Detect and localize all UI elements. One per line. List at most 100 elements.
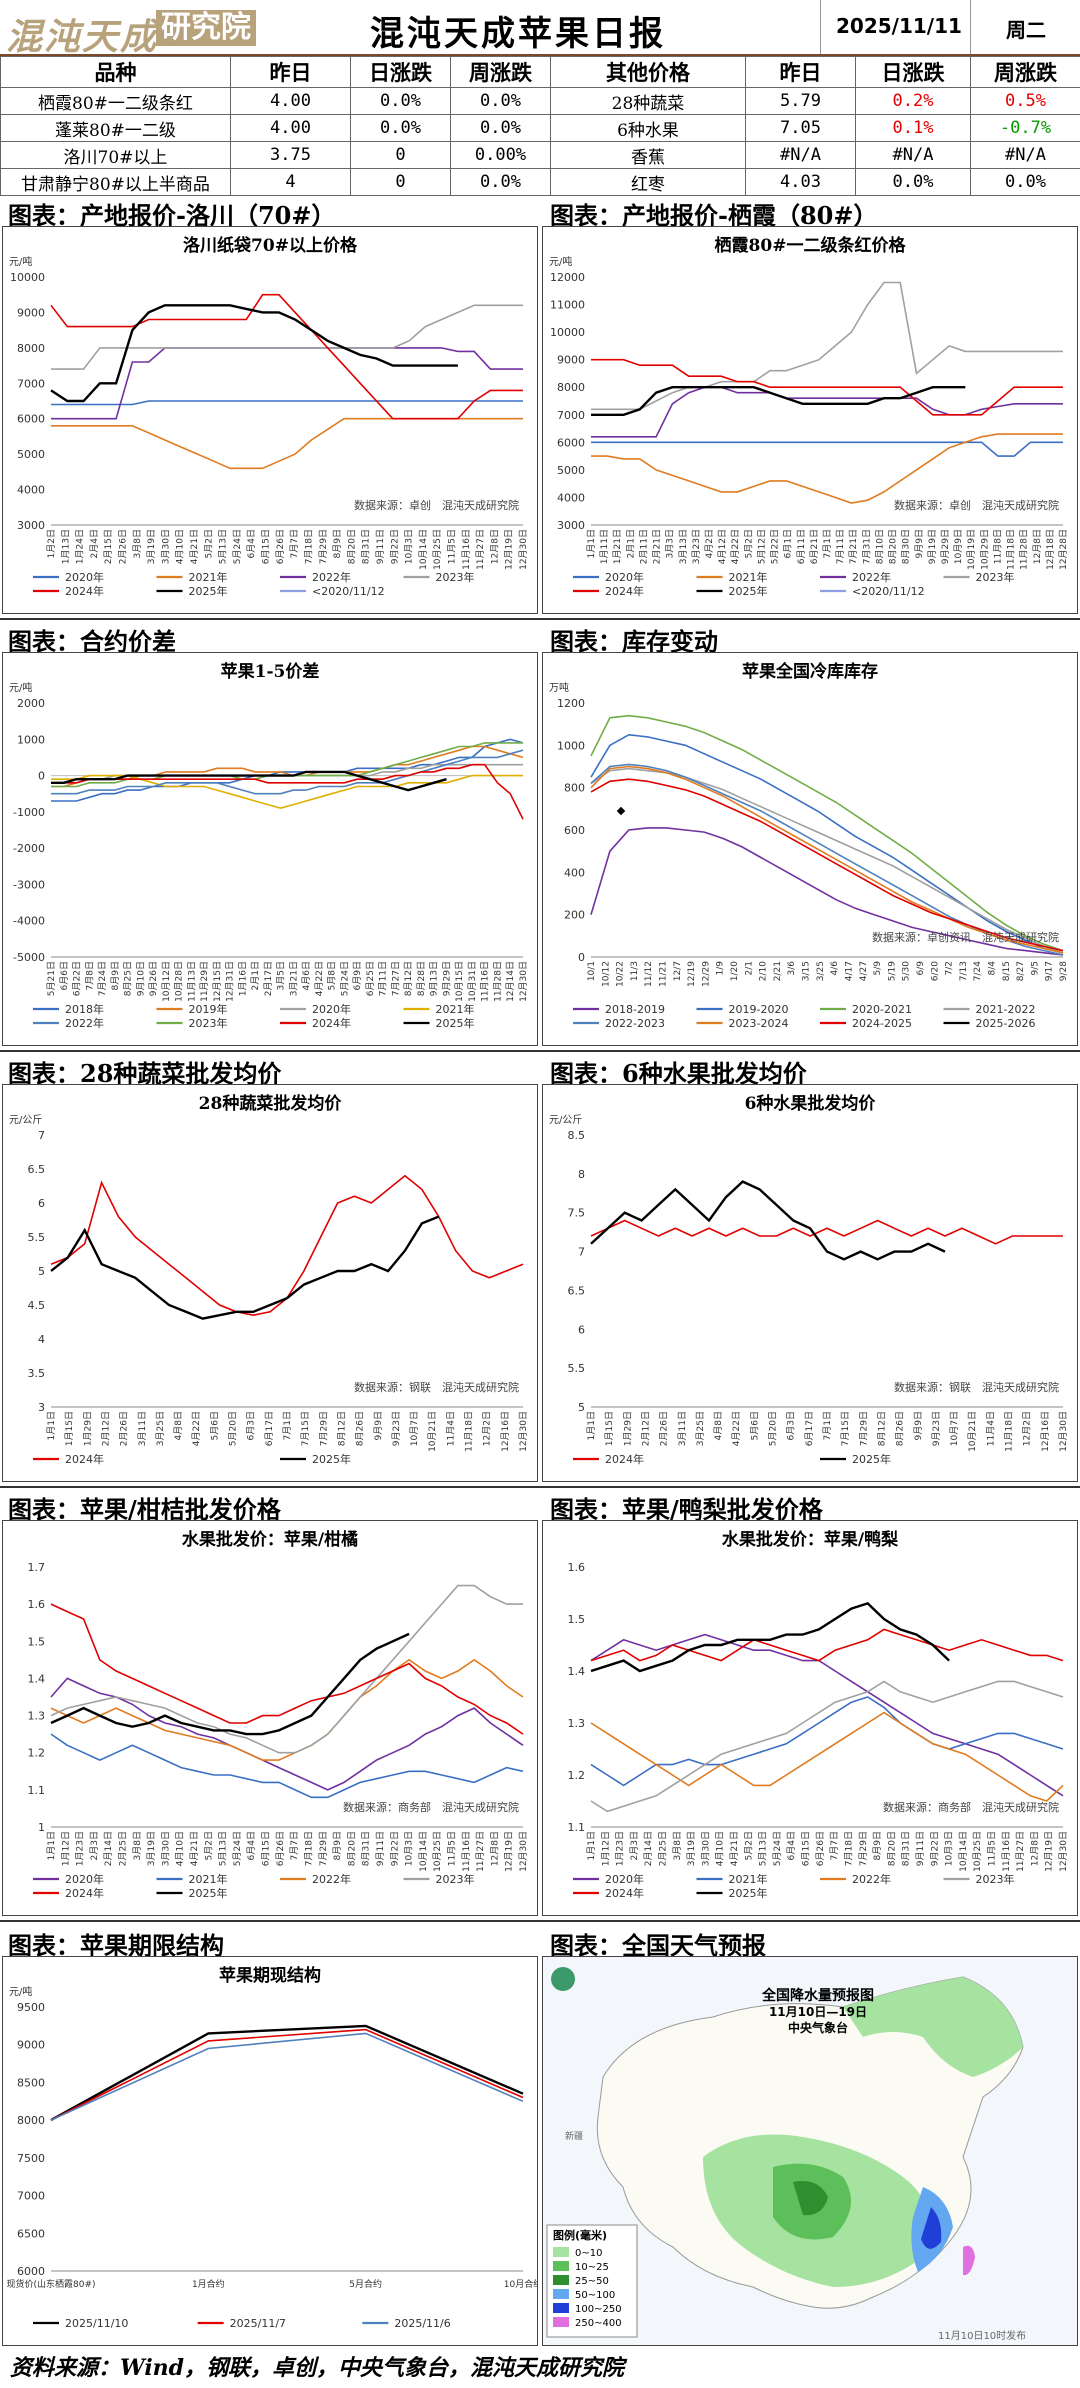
x-tick-label: 8月31日 xyxy=(901,1831,912,1866)
x-tick-label: 2月25日 xyxy=(658,1831,669,1866)
legend-title: 图例(毫米) xyxy=(553,2228,607,2242)
y-tick-label: 11000 xyxy=(550,299,585,312)
table-cell: 0 xyxy=(350,141,451,169)
y-tick-label: 4000 xyxy=(17,484,45,497)
legend-label: 2024年 xyxy=(65,584,104,598)
x-tick-label: 现货价(山东栖霞80#) xyxy=(6,2278,95,2290)
x-tick-label: 7月24日 xyxy=(97,961,108,996)
x-tick-label: 1月1日 xyxy=(46,1831,57,1860)
table-cell: #N/A xyxy=(855,141,971,169)
y-tick-label: 9000 xyxy=(557,354,585,367)
series-line xyxy=(51,749,524,795)
y-tick-label: 1.6 xyxy=(568,1561,586,1574)
x-tick-label: 1月16日 xyxy=(237,961,248,996)
series-line xyxy=(591,433,1063,504)
legend-label: 2025年 xyxy=(189,584,228,598)
x-tick-label: 10月12日 xyxy=(161,961,172,1002)
legend-label: 2019-2020 xyxy=(729,1003,789,1016)
x-tick-label: 6月22日 xyxy=(72,961,83,996)
chart-source: 数据来源：商务部 混沌天成研究院 xyxy=(343,1800,519,1814)
x-tick-label: 5月21日 xyxy=(46,961,57,996)
x-tick-label: 2月17日 xyxy=(263,961,274,996)
x-tick-label: 11月29日 xyxy=(199,961,210,1002)
x-tick-label: 9月9日 xyxy=(914,529,925,558)
section-title: 图表：苹果/鸭梨批发价格 xyxy=(550,1490,823,1525)
x-tick-label: 4月22日 xyxy=(730,529,741,564)
x-tick-label: 2月14日 xyxy=(103,1831,114,1866)
x-tick-label: 7/24 xyxy=(973,961,983,981)
table-row: 甘肃静宁80#以上半商品 4 0 0.0% 红枣 4.03 0.0% 0.0% xyxy=(0,168,1080,196)
header-divider xyxy=(820,0,821,54)
y-tick-label: 8000 xyxy=(17,2114,45,2127)
x-tick-label: 4/27 xyxy=(859,961,869,981)
x-tick-label: 6月11日 xyxy=(796,529,807,564)
x-tick-label: 5月8日 xyxy=(327,961,338,990)
x-tick-label: 11月16日 xyxy=(480,961,491,1002)
x-tick-label: 9月11日 xyxy=(915,1831,926,1866)
chart-fruit-price: 6种水果批发均价 元/公斤 8.5 8 7.5 7 6.5 6 5.5 5 1月1日 1月15日 1月2… xyxy=(542,1084,1078,1482)
x-tick-label: 11/12 xyxy=(644,961,654,987)
legend-label: 2021年 xyxy=(189,1872,228,1886)
legend-label: 2022年 xyxy=(65,1016,104,1030)
x-tick-label: 4月10日 xyxy=(715,1831,726,1866)
section-title: 图表：6种水果批发均价 xyxy=(550,1054,807,1089)
x-tick-label: 9/28 xyxy=(1059,961,1069,981)
x-tick-label: 7月29日 xyxy=(858,1831,869,1866)
x-tick-label: 10月7日 xyxy=(409,1411,420,1446)
report-title: 混沌天成苹果日报 xyxy=(370,14,666,54)
x-tick-label: 10月14日 xyxy=(418,1831,429,1872)
x-tick-label: 2月26日 xyxy=(659,1411,670,1446)
series-line xyxy=(50,1603,524,1735)
source-footer: 资料来源：Wind，钢联，卓创，中央气象台，混沌天成研究院 xyxy=(10,2355,625,2381)
table-cell: 3.75 xyxy=(230,141,351,169)
x-tick-label: 6月15日 xyxy=(261,529,272,564)
series-line xyxy=(591,386,1063,438)
x-tick-label: 5月13日 xyxy=(758,1831,769,1866)
series-line xyxy=(50,2032,524,2121)
x-tick-label: 8月31日 xyxy=(361,1831,372,1866)
x-tick-label: 10月31日 xyxy=(467,961,478,1002)
x-tick-label: 7月8日 xyxy=(84,961,95,990)
x-tick-label: 4月22日 xyxy=(191,1411,202,1446)
table-cell: -0.7% xyxy=(970,114,1080,142)
legend-label: 2025/11/6 xyxy=(394,2317,450,2330)
x-tick-label: 9月22日 xyxy=(389,529,400,564)
x-tick-label: 3月30日 xyxy=(700,1831,711,1866)
series-line xyxy=(591,386,966,416)
y-tick-label: 600 xyxy=(564,824,585,837)
series-line xyxy=(590,1628,1064,1662)
x-tick-label: 2月15日 xyxy=(103,529,114,564)
x-tick-label: 1月13日 xyxy=(60,529,71,564)
weather-map: 新疆 图例(毫米) 0~10 10~25 25~50 50~100 100~250 250… xyxy=(542,1956,1078,2346)
legend-label: 2023年 xyxy=(976,570,1015,584)
x-tick-label: 4/6 xyxy=(830,961,840,976)
series-line xyxy=(590,827,1064,956)
legend-label: 2021年 xyxy=(729,570,768,584)
x-tick-label: 9月29日 xyxy=(940,529,951,564)
x-tick-label: 11/21 xyxy=(659,961,669,987)
x-tick-label: 9月11日 xyxy=(375,1831,386,1866)
x-tick-label: 7月1日 xyxy=(282,1411,293,1440)
legend-label: 2025/11/7 xyxy=(230,2317,286,2330)
x-tick-label: 5月24日 xyxy=(232,529,243,564)
table-row: 栖霞80#一二级条红 4.00 0.0% 0.0% 28种蔬菜 5.79 0.2% 0.5% xyxy=(0,87,1080,115)
x-tick-label: 9月29日 xyxy=(441,961,452,996)
x-tick-label: 1月24日 xyxy=(75,529,86,564)
x-tick-label: 7月29日 xyxy=(858,1411,869,1446)
table-cell: 蓬莱80#一二级 xyxy=(0,114,231,142)
y-tick-label: 200 xyxy=(564,909,585,922)
x-tick-label: 2月14日 xyxy=(643,1831,654,1866)
x-tick-label: 5月24日 xyxy=(339,961,350,996)
series-line xyxy=(590,1219,1063,1245)
legend-label: 2025年 xyxy=(852,1452,891,1466)
chart-apple-pear: 水果批发价：苹果/鸭梨 1.6 1.5 1.4 1.3 1.2 1.1 1月1日 1月12日 1月… xyxy=(542,1520,1078,1916)
series-line xyxy=(50,1733,524,1799)
chart-qixia-price: 栖霞80#一二级条红价格 元/吨 12000 11000 10000 9000 8000 70… xyxy=(542,226,1078,614)
legend-label: 50~100 xyxy=(575,2290,615,2301)
x-tick-label: 7月29日 xyxy=(318,1831,329,1866)
x-tick-label: 2/10 xyxy=(759,961,769,981)
x-tick-label: 8月9日 xyxy=(332,1831,343,1860)
x-tick-label: 12月28日 xyxy=(1058,529,1069,570)
x-tick-label: 12月16日 xyxy=(500,1411,511,1452)
